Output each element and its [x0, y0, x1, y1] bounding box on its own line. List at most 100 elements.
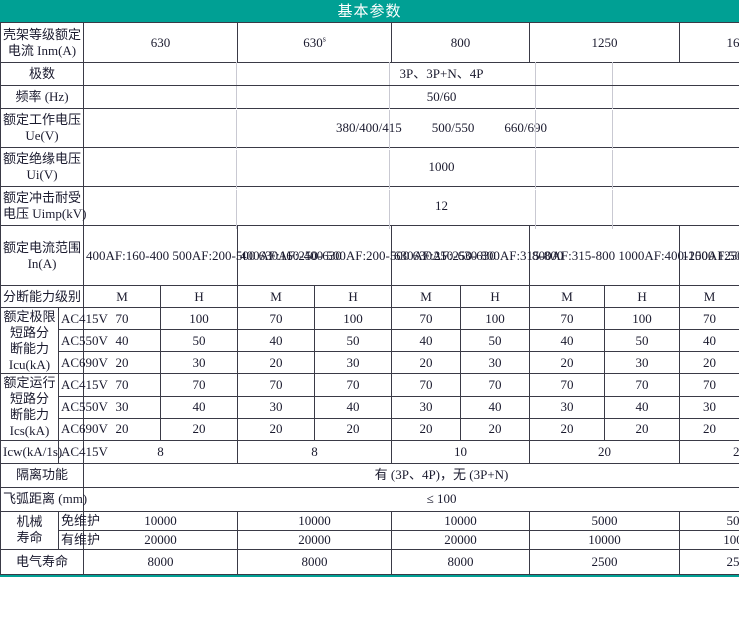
- cell-icu-550-3: 50: [314, 329, 393, 353]
- table-row-ics-415: 额定运行 短路分 断能力 Ics(kA) AC415V 70 70 70 70 70 …: [0, 373, 739, 441]
- cell-mech-free-0: 10000: [83, 510, 239, 531]
- cell-icw-3: 20: [529, 439, 681, 464]
- sublabel-ics-ac550v: AC550V: [57, 395, 108, 419]
- cell-ics-550-5: 40: [460, 395, 531, 419]
- cell-frame-rating-1250: 1250: [529, 22, 681, 63]
- cell-elec-life-2: 8000: [391, 548, 531, 575]
- table-banner-title: 基本参数: [0, 2, 739, 22]
- table-row-icu-690: AC690V 20 30 20 30 20 30 20 30 20 30: [1, 351, 739, 375]
- label-line-4: Ics(kA): [9, 423, 50, 439]
- cell-icu-690-1: 30: [160, 351, 239, 375]
- sublabel-icu-ac415v: AC415V: [57, 306, 108, 331]
- cell-icw-2: 10: [391, 439, 531, 464]
- cell-ics-415-4: 70: [391, 373, 462, 397]
- cell-current-range-1: 400AF:160-400 500AF:200-500 630AF:250-63…: [83, 225, 342, 286]
- label-line-1: 壳架等级额定: [3, 26, 82, 42]
- cell-ics-690-7: 20: [604, 417, 681, 441]
- cell-icu-415-5: 100: [460, 306, 531, 331]
- superscript-s: s: [322, 34, 326, 44]
- table-row-isolation: 隔离功能 有 (3P、4P)，无 (3P+N): [0, 462, 739, 488]
- cell-breaking-class-2: M: [237, 285, 316, 308]
- cell-ics-415-6: 70: [529, 373, 606, 397]
- cell-breaking-class-4: M: [391, 285, 462, 308]
- cell-frame-rating-1600: 1600: [679, 22, 739, 63]
- table-row-ics-550: AC550V 30 40 30 40 30 40 30 40 30 40: [1, 395, 739, 419]
- cell-frame-rating-630: 630: [83, 22, 239, 63]
- cell-impulse-voltage-value: 12: [83, 186, 739, 226]
- row-label-isolation: 隔离功能: [0, 462, 85, 488]
- cell-breaking-class-5: H: [460, 285, 531, 308]
- cell-ics-550-6: 30: [529, 395, 606, 419]
- cell-icu-415-4: 70: [391, 306, 462, 331]
- voltage-group-1: 380/400/415: [336, 120, 402, 136]
- sublabel-icu-ac550v: AC550V: [57, 329, 108, 353]
- cell-mech-maint-1: 20000: [237, 529, 393, 550]
- cell-icw-4: 20: [679, 439, 739, 464]
- cell-frame-rating-800: 800: [391, 22, 531, 63]
- cell-arc-distance-value: ≤ 100: [83, 486, 739, 512]
- cell-icu-415-3: 100: [314, 306, 393, 331]
- cell-breaking-class-0: M: [83, 285, 162, 308]
- row-label-icw: Icw(kA/1s): [0, 439, 62, 464]
- table-row-breaking-class: 分断能力级别 M H M H M H M H M H: [0, 285, 739, 308]
- row-label-working-voltage: 额定工作电压 Ue(V): [0, 108, 85, 148]
- label-line-2: In(A): [27, 255, 57, 271]
- row-label-frame-rating: 壳架等级额定 电流 Inm(A): [0, 22, 85, 63]
- cell-icu-690-7: 30: [604, 351, 681, 375]
- table-row-working-voltage: 额定工作电压 Ue(V) 380/400/415 500/550 660/690: [0, 108, 739, 148]
- cell-current-range-2: 400AF:160-400 500AF:200-500 630AF:250-63…: [237, 225, 496, 286]
- table-row-ics-690: AC690V 20 20 20 20 20 20 20 20 20 20: [1, 417, 739, 441]
- row-label-arc-distance: 飞弧距离 (mm): [0, 486, 87, 512]
- cell-isolation-value: 有 (3P、4P)，无 (3P+N): [83, 462, 739, 488]
- cell-ics-415-8: 70: [679, 373, 739, 397]
- sublabel-icu-ac690v: AC690V: [57, 351, 108, 375]
- cell-current-range-3: 630AF:250-630 800AF:315-800: [391, 225, 563, 286]
- cell-icu-690-5: 30: [460, 351, 531, 375]
- cell-ics-415-1: 70: [160, 373, 239, 397]
- table-row-icw: Icw(kA/1s) AC415V 8 8 10 20 20: [0, 439, 739, 464]
- cell-ics-415-2: 70: [237, 373, 316, 397]
- cell-ics-550-4: 30: [391, 395, 462, 419]
- cell-frequency-value: 50/60: [83, 85, 739, 109]
- cell-ics-690-1: 20: [160, 417, 239, 441]
- label-line-1: 额定工作电压: [3, 112, 82, 128]
- table-row-poles: 极数 3P、3P+N、4P: [0, 62, 739, 86]
- cell-ics-550-3: 40: [314, 395, 393, 419]
- row-label-elec-life: 电气寿命: [0, 548, 85, 575]
- row-label-current-range: 额定电流范围 In(A): [0, 225, 85, 286]
- cell-icu-415-7: 100: [604, 306, 681, 331]
- sublabel-mech-life-free: 免维护: [57, 510, 100, 531]
- label-line-3: 断能力: [9, 407, 49, 423]
- cell-ics-550-7: 40: [604, 395, 681, 419]
- cell-mech-free-3: 5000: [529, 510, 681, 531]
- cell-elec-life-0: 8000: [83, 548, 239, 575]
- cell-poles-value: 3P、3P+N、4P: [83, 62, 739, 86]
- table-row-mech-life-maintained: 有维护 20000 20000 20000 10000 10000: [1, 529, 739, 550]
- top-accent-rule: [0, 0, 739, 2]
- cell-ics-690-6: 20: [529, 417, 606, 441]
- label-line-1: 额定极限: [3, 309, 56, 324]
- voltage-group-3: 660/690: [504, 120, 547, 136]
- cell-ics-690-3: 20: [314, 417, 393, 441]
- cell-icu-415-1: 100: [160, 306, 239, 331]
- cell-ics-690-8: 20: [679, 417, 739, 441]
- table-row-frequency: 频率 (Hz) 50/60: [0, 85, 739, 109]
- cell-breaking-class-6: M: [529, 285, 606, 308]
- label-line-1: 机械: [16, 514, 43, 530]
- cell-mech-maint-3: 10000: [529, 529, 681, 550]
- cell-icu-550-4: 40: [391, 329, 462, 353]
- cell-current-range-5: 1250AF:500-1250 1600AF:630-1600: [679, 225, 739, 286]
- label-line-2: 电流 Inm(A): [7, 42, 77, 58]
- row-label-impulse-voltage: 额定冲击耐受 电压 Uimp(kV): [0, 186, 86, 226]
- label-line-3: 断能力: [9, 340, 49, 356]
- cell-icu-690-2: 20: [237, 351, 316, 375]
- sublabel-ics-ac415v: AC415V: [57, 373, 108, 397]
- cell-mech-free-1: 10000: [237, 510, 393, 531]
- cell-icu-550-7: 50: [604, 329, 681, 353]
- table-row-icu-415: 额定极限 短路分 断能力 Icu(kA) AC415V 70 100 70 100 7…: [0, 306, 739, 375]
- cell-icu-690-4: 20: [391, 351, 462, 375]
- cell-mech-maint-0: 20000: [83, 529, 239, 550]
